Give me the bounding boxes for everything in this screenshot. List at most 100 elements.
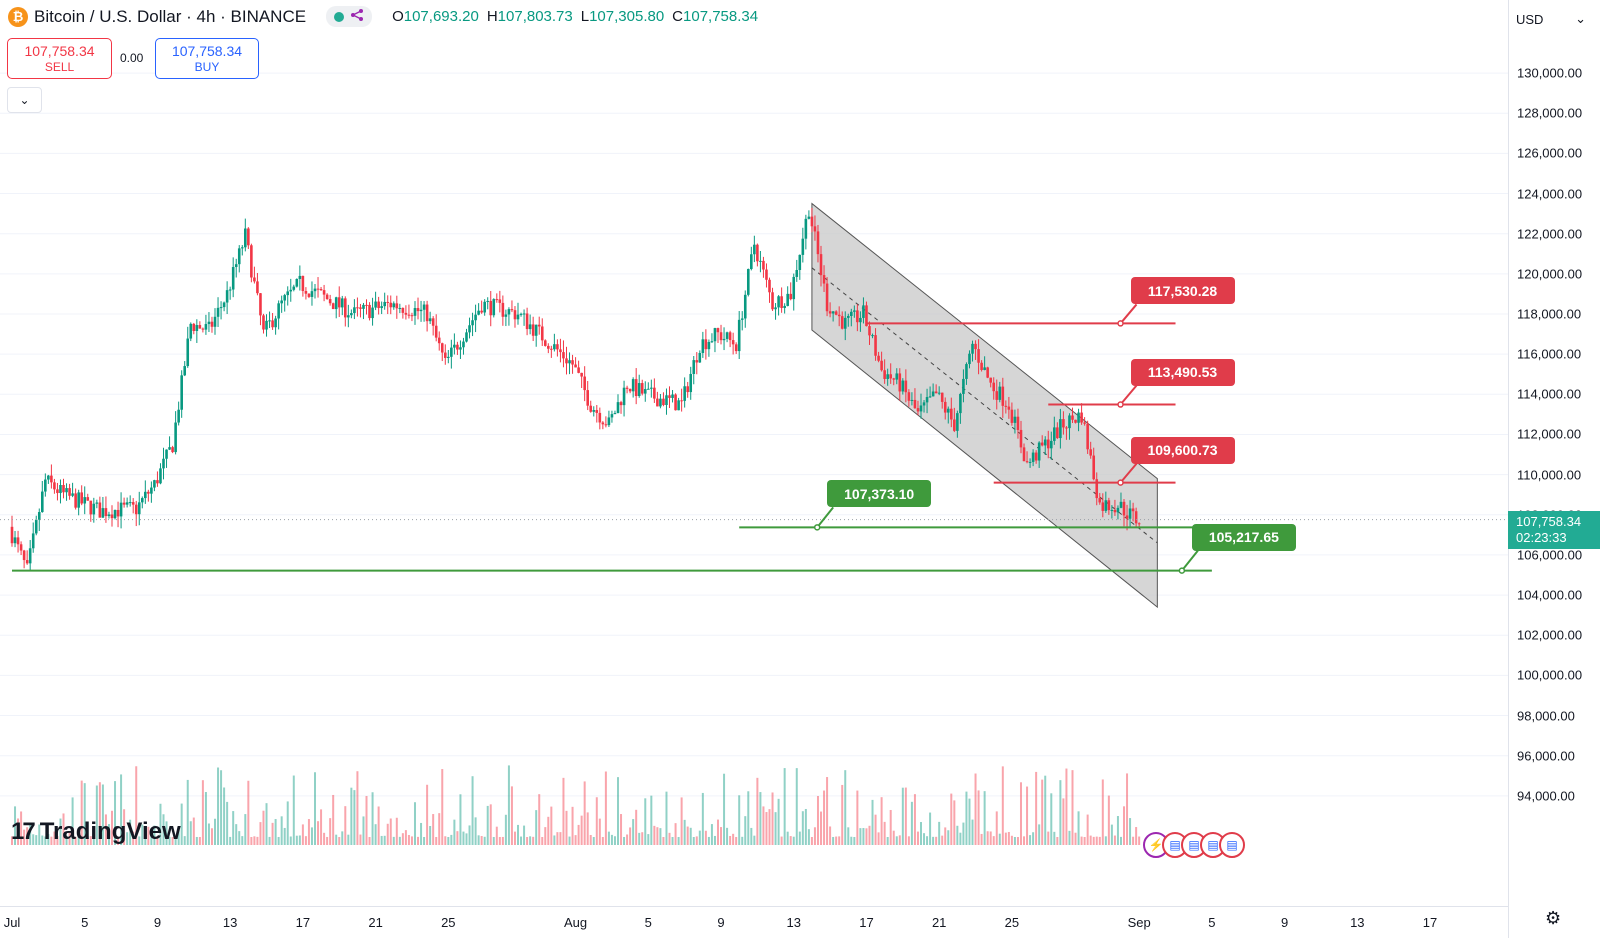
- gear-icon[interactable]: ⚙: [1545, 908, 1562, 928]
- candle-body: [131, 502, 135, 505]
- volume-bar: [107, 824, 110, 845]
- volume-bar: [177, 830, 180, 845]
- chart-canvas[interactable]: [0, 0, 1508, 862]
- candle-body: [871, 335, 874, 337]
- volume-bar: [741, 836, 744, 845]
- volume-bar: [777, 798, 780, 845]
- resistance-callout[interactable]: 117,530.28: [1130, 277, 1235, 305]
- candle-body: [443, 352, 447, 358]
- price-axis[interactable]: 130,000.00 128,000.00 126,000.00 124,000.00…: [1508, 0, 1600, 938]
- sell-button[interactable]: 107,758.34 SELL: [7, 38, 112, 79]
- volume-bar: [317, 821, 320, 845]
- volume-bar: [80, 780, 83, 845]
- volume-bar: [92, 836, 95, 845]
- resistance-callout[interactable]: 113,490.53: [1130, 358, 1235, 386]
- x-tick-label: 17: [1422, 915, 1438, 930]
- resistance-callout[interactable]: 109,600.73: [1130, 436, 1235, 464]
- candle-body: [498, 299, 502, 303]
- volume-bar: [729, 835, 732, 845]
- volume-bar: [141, 824, 144, 845]
- candle-body: [1068, 415, 1071, 429]
- volume-bar: [283, 827, 286, 845]
- volume-bar: [971, 819, 974, 845]
- currency-selector[interactable]: USD ⌄: [1510, 7, 1592, 31]
- candle-body: [616, 402, 620, 414]
- time-axis[interactable]: Jul 5 9 13 17 21 25 Aug 5 9 13 17 21 25 Sep 5 9 13 17: [0, 906, 1508, 938]
- volume-bar: [223, 787, 226, 845]
- volume-bar: [795, 768, 798, 845]
- candle-body: [637, 383, 641, 397]
- candle-body: [965, 364, 968, 379]
- support-callout[interactable]: 105,217.65: [1191, 523, 1296, 551]
- candle-body: [262, 315, 265, 330]
- candle-body: [1080, 412, 1083, 423]
- volume-bar: [992, 836, 995, 845]
- volume-bar: [907, 836, 910, 845]
- candle-body: [1083, 422, 1086, 424]
- candle-body: [80, 492, 83, 504]
- candle-body: [16, 537, 20, 545]
- volume-bar: [517, 824, 520, 845]
- volume-bar: [553, 835, 556, 845]
- candle-body: [595, 410, 599, 413]
- volume-bar: [183, 836, 186, 845]
- volume-bar: [229, 836, 232, 845]
- candle-body: [310, 291, 314, 297]
- volume-bar: [159, 803, 162, 845]
- us-flag-event-icon[interactable]: ▤: [1219, 832, 1245, 858]
- volume-bar: [114, 781, 117, 845]
- volume-bar: [395, 817, 398, 845]
- volume-bar: [589, 834, 592, 845]
- candle-body: [1137, 523, 1141, 525]
- volume-bar: [371, 792, 374, 845]
- candle-body: [898, 373, 902, 392]
- candle-body: [1134, 511, 1138, 524]
- candle-body: [516, 314, 520, 320]
- candle-body: [931, 391, 935, 397]
- candle-body: [877, 355, 880, 361]
- y-tick-label: 124,000.00: [1517, 186, 1583, 202]
- candle-body: [707, 341, 711, 350]
- symbol-legend[interactable]: ₿ Bitcoin / U.S. Dollar · 4h · BINANCE O…: [8, 6, 758, 27]
- volume-bar: [880, 797, 883, 845]
- candle-body: [1013, 416, 1017, 423]
- volume-bar: [120, 774, 123, 845]
- candle-body: [880, 360, 883, 371]
- candle-body: [519, 313, 523, 315]
- volume-bar: [20, 811, 23, 845]
- candle-body: [971, 343, 974, 354]
- economic-events[interactable]: ⚡ ▤ ▤ ▤ ▤: [1143, 832, 1245, 858]
- candle-body: [992, 382, 996, 392]
- support-callout[interactable]: 107,373.10: [827, 480, 932, 508]
- chart-plot-area[interactable]: [0, 0, 1508, 862]
- symbol-title[interactable]: Bitcoin / U.S. Dollar · 4h · BINANCE: [34, 6, 307, 26]
- share-icon[interactable]: [350, 8, 364, 25]
- candle-body: [895, 373, 899, 380]
- candle-body: [256, 281, 259, 294]
- candle-body: [762, 260, 765, 270]
- candle-body: [413, 308, 417, 316]
- candle-body: [846, 315, 850, 318]
- last-price-tag: 107,758.34 02:23:33: [1508, 510, 1600, 549]
- callout-pointer: [1119, 303, 1138, 325]
- volume-bar: [456, 831, 459, 845]
- volume-bar: [623, 836, 626, 845]
- candle-body: [940, 392, 944, 402]
- candle-body: [159, 468, 162, 484]
- candle-body: [365, 304, 368, 306]
- volume-bar: [707, 836, 710, 845]
- market-status-pill[interactable]: [326, 6, 373, 27]
- candle-body: [431, 318, 435, 326]
- x-tick-label: 13: [222, 915, 238, 930]
- candle-body: [1116, 507, 1120, 513]
- volume-bar: [1053, 831, 1056, 845]
- collapse-legend-button[interactable]: ⌄: [7, 87, 42, 113]
- candle-body: [401, 307, 405, 313]
- y-tick-label: 100,000.00: [1517, 667, 1583, 683]
- volume-bar: [238, 831, 241, 845]
- buy-button[interactable]: 107,758.34 BUY: [155, 38, 259, 79]
- candle-body: [1077, 412, 1080, 423]
- candle-body: [62, 485, 65, 493]
- candle-body: [1092, 455, 1096, 480]
- tradingview-logo[interactable]: 17 TradingView: [11, 818, 181, 846]
